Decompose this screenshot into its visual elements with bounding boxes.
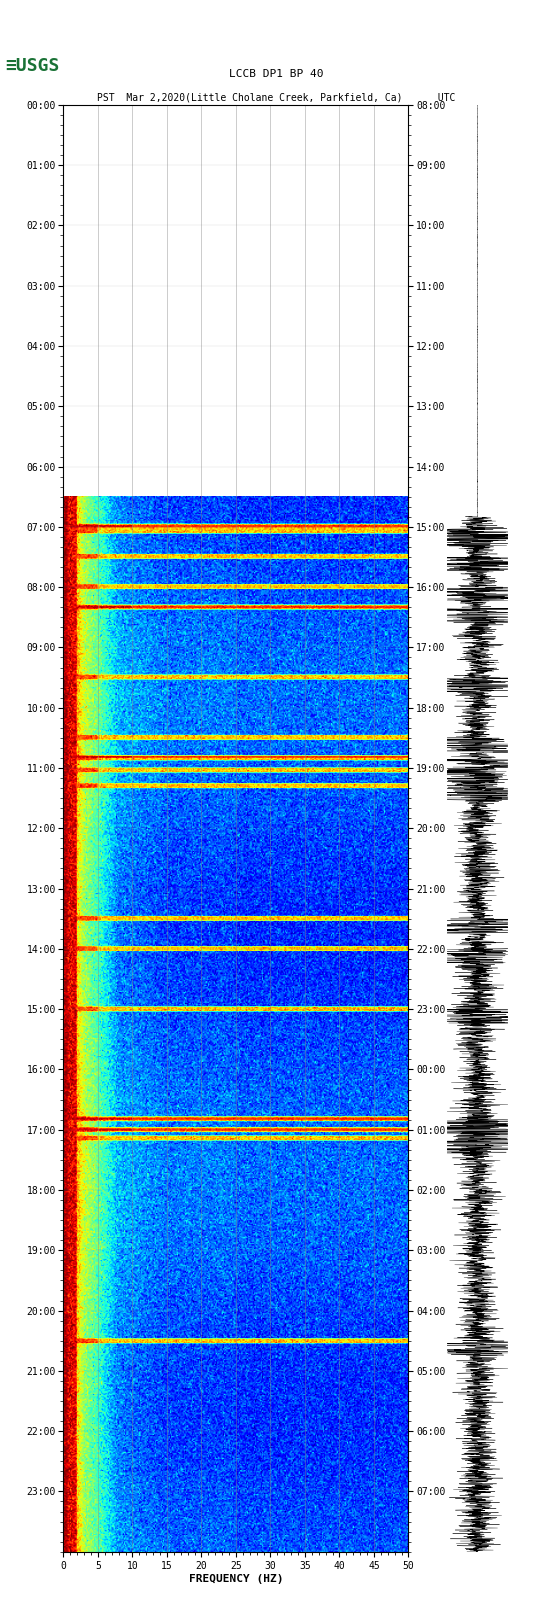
- X-axis label: FREQUENCY (HZ): FREQUENCY (HZ): [189, 1574, 283, 1584]
- Text: LCCB DP1 BP 40: LCCB DP1 BP 40: [229, 69, 323, 79]
- Text: ≡USGS: ≡USGS: [6, 58, 60, 76]
- Text: PST  Mar 2,2020(Little Cholane Creek, Parkfield, Ca)      UTC: PST Mar 2,2020(Little Cholane Creek, Par…: [97, 92, 455, 103]
